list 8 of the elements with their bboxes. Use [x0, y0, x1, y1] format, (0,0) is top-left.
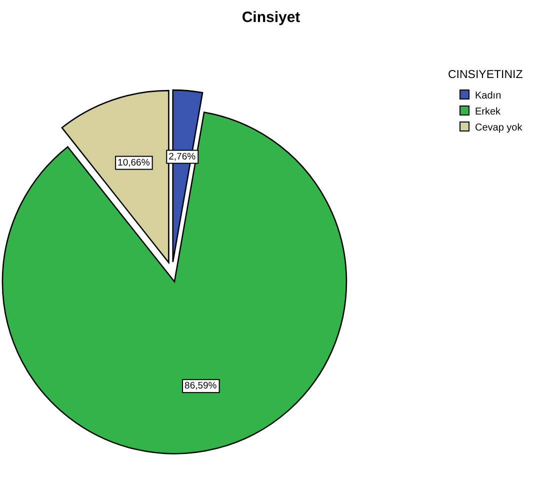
chart-title: Cinsiyet — [242, 9, 300, 26]
data-label: 10,66% — [118, 157, 150, 168]
data-label: 86,59% — [184, 380, 218, 392]
legend-label: Erkek — [475, 106, 502, 118]
legend-label: Kadın — [475, 90, 502, 102]
legend-label: Cevap yok — [475, 122, 524, 134]
legend-title: CINSIYETINIZ — [448, 69, 523, 81]
data-label: 2,76% — [168, 151, 196, 162]
